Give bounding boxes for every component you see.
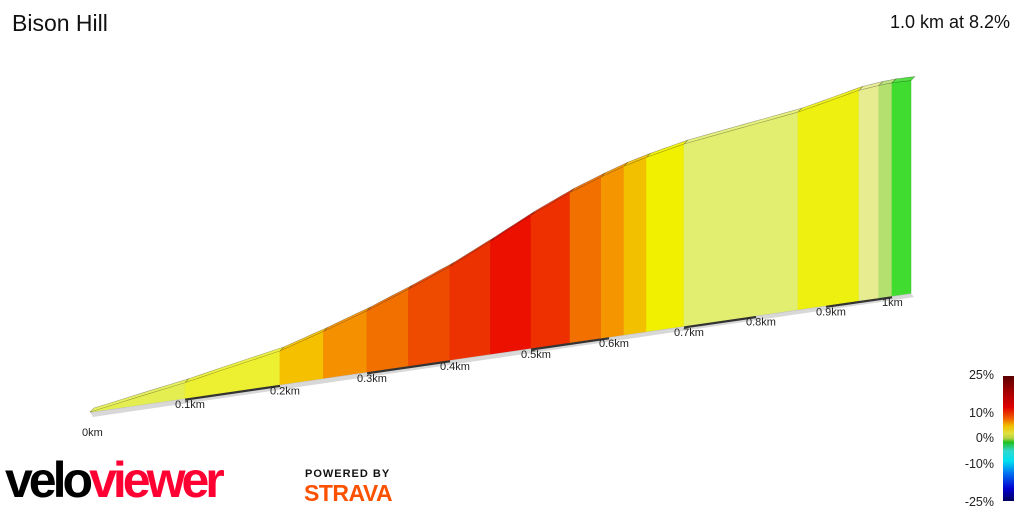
legend-label: 25% bbox=[968, 368, 994, 382]
profile-segment bbox=[858, 85, 880, 302]
distance-tick-label: 0.5km bbox=[521, 349, 551, 361]
strava-logo: STRAVA bbox=[304, 480, 393, 506]
logo-part: viewer bbox=[89, 452, 225, 508]
profile-segment bbox=[646, 143, 685, 332]
legend-label: -10% bbox=[964, 457, 994, 471]
profile-segment bbox=[569, 176, 602, 343]
profile-segment bbox=[600, 165, 625, 339]
legend-label: -25% bbox=[964, 495, 994, 509]
legend-label: 10% bbox=[968, 406, 994, 420]
distance-band bbox=[825, 295, 893, 308]
climb-title: Bison Hill bbox=[12, 10, 108, 36]
distance-band bbox=[366, 359, 451, 375]
profile-segment bbox=[408, 265, 451, 367]
logo-part: velo bbox=[5, 452, 93, 508]
distance-tick-label: 0.6km bbox=[599, 338, 629, 350]
distance-band bbox=[683, 315, 757, 329]
profile-segment bbox=[366, 288, 409, 373]
profile-segment bbox=[797, 89, 860, 310]
profile-segment bbox=[623, 156, 647, 336]
distance-tick-label: 0.1km bbox=[175, 399, 205, 411]
legend-label: 0% bbox=[975, 431, 994, 445]
distance-band bbox=[184, 384, 281, 401]
distance-band bbox=[530, 336, 610, 351]
powered-by-text: POWERED BY bbox=[305, 468, 391, 480]
profile-segment bbox=[530, 191, 571, 349]
distance-tick-label: 0km bbox=[82, 427, 103, 439]
distance-tick-label: 0.3km bbox=[357, 373, 387, 385]
profile-segment bbox=[891, 80, 912, 297]
distance-tick-label: 0.9km bbox=[816, 306, 846, 318]
gradient-color-scale bbox=[1003, 376, 1014, 501]
profile-segment bbox=[449, 240, 491, 361]
climb-summary: 1.0 km at 8.2% bbox=[889, 12, 1010, 32]
profile-segment bbox=[878, 82, 893, 299]
veloviewer-logo: veloviewer bbox=[5, 452, 225, 508]
distance-tick-label: 1km bbox=[882, 297, 903, 309]
distance-tick-label: 0.4km bbox=[440, 361, 470, 373]
distance-tick-label: 0.8km bbox=[746, 317, 776, 329]
profile-segment bbox=[683, 111, 799, 327]
distance-tick-label: 0.7km bbox=[674, 327, 704, 339]
profile-top-edge bbox=[891, 76, 916, 84]
distance-tick-label: 0.2km bbox=[270, 385, 300, 397]
